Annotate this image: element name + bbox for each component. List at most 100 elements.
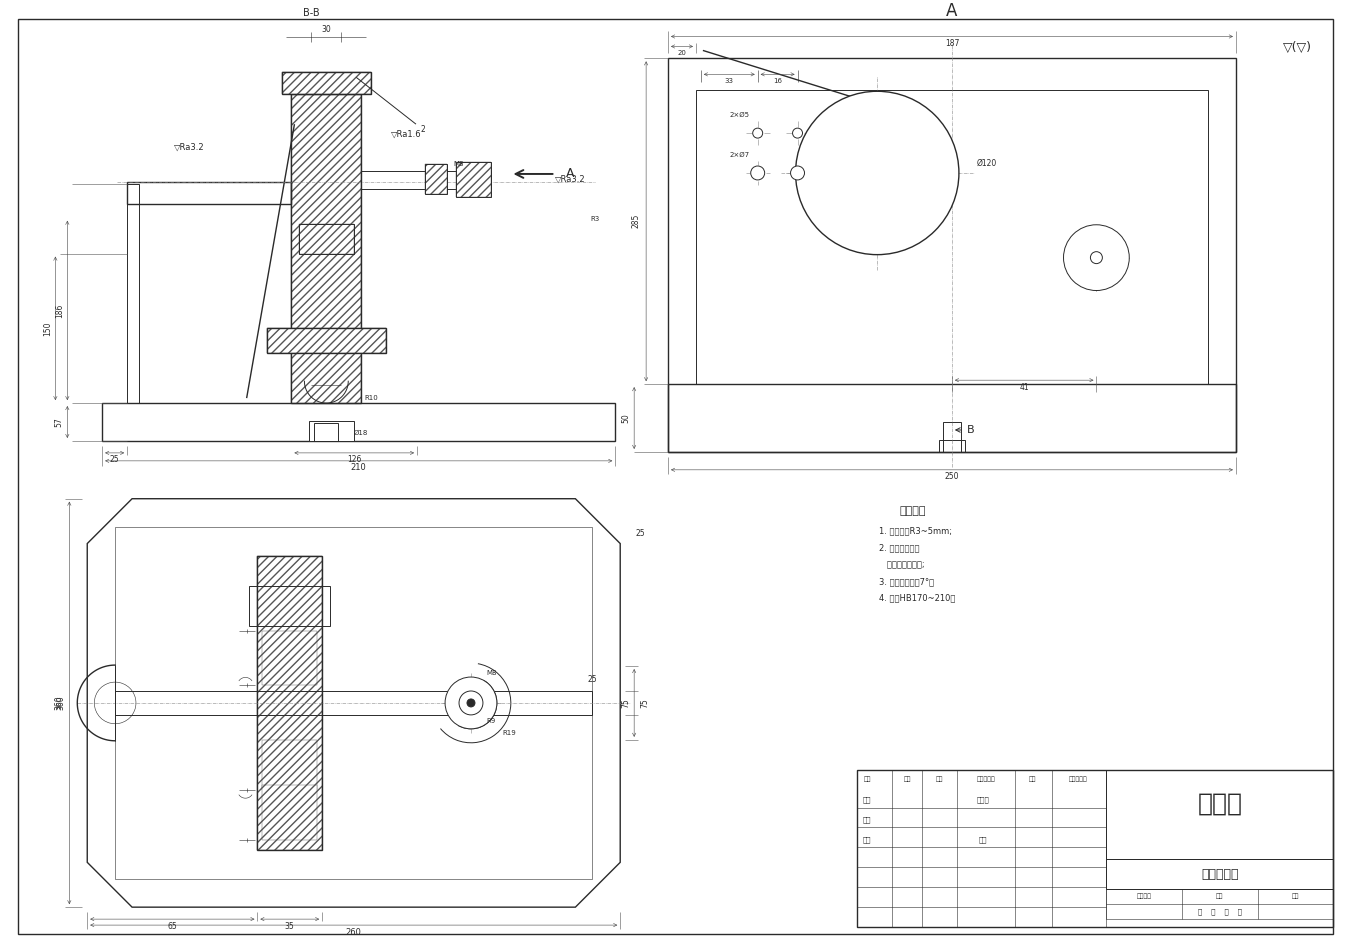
Text: 3. 铸造拔模斜度7°；: 3. 铸造拔模斜度7°； [880, 577, 935, 586]
Bar [262, 631, 317, 685]
Bar [281, 72, 372, 94]
Text: 25: 25 [635, 530, 644, 538]
Text: 处数: 处数 [904, 777, 911, 782]
Text: 285: 285 [632, 214, 640, 229]
Bar [309, 421, 354, 441]
Text: 比例: 比例 [1292, 894, 1300, 900]
Bar [292, 94, 361, 403]
Text: 年、月、日: 年、月、日 [1069, 777, 1088, 782]
Bar [127, 184, 139, 403]
Text: 150: 150 [43, 321, 51, 336]
Bar [939, 440, 965, 452]
Text: 共    张    第    张: 共 张 第 张 [1198, 908, 1242, 915]
Text: M8: M8 [454, 161, 465, 167]
Bar [258, 556, 322, 850]
Bar [1106, 860, 1333, 889]
Text: 360: 360 [57, 696, 66, 710]
Text: ▽Ra3.2: ▽Ra3.2 [555, 175, 586, 183]
Text: Ø18: Ø18 [354, 430, 369, 436]
Text: 75: 75 [621, 698, 631, 708]
Text: 126: 126 [347, 456, 362, 464]
Text: 50: 50 [621, 413, 631, 423]
Bar [696, 90, 1208, 384]
Text: 气孔等铸造缺陷;: 气孔等铸造缺陷; [880, 560, 925, 569]
Bar [103, 403, 615, 441]
Text: 25: 25 [588, 675, 597, 683]
Text: 4. 硬度HB170~210。: 4. 硬度HB170~210。 [880, 594, 955, 603]
Circle shape [751, 166, 765, 180]
Text: 技术要求: 技术要求 [900, 506, 925, 515]
Bar [115, 691, 592, 715]
Bar [292, 94, 361, 403]
Bar [258, 556, 322, 850]
Text: 41: 41 [1020, 382, 1029, 392]
Text: 审核: 审核 [863, 816, 871, 823]
Text: A: A [946, 2, 958, 20]
Bar [262, 740, 317, 790]
Text: B-B: B-B [303, 8, 320, 18]
Text: 187: 187 [944, 39, 959, 48]
Text: 批准: 批准 [978, 836, 988, 843]
Text: 签名: 签名 [1029, 777, 1036, 782]
Bar [1106, 770, 1333, 860]
Bar [266, 328, 386, 353]
Bar [115, 527, 592, 880]
Text: 186: 186 [55, 304, 63, 318]
Circle shape [753, 128, 763, 139]
Text: 工艺: 工艺 [863, 836, 871, 843]
Text: ▽(▽): ▽(▽) [1283, 41, 1312, 54]
Text: 20: 20 [678, 50, 686, 56]
Text: R3: R3 [590, 215, 600, 222]
Bar [455, 162, 490, 196]
Text: A: A [566, 167, 574, 180]
Text: 35: 35 [285, 921, 295, 931]
Bar [858, 770, 1333, 927]
Bar [281, 72, 372, 94]
Circle shape [793, 128, 802, 139]
Text: 33: 33 [724, 79, 734, 84]
Bar [667, 59, 1236, 452]
Text: 250: 250 [944, 473, 959, 481]
Text: R10: R10 [365, 395, 378, 401]
Text: 2×Ø7: 2×Ø7 [730, 152, 750, 158]
Text: 30: 30 [322, 25, 331, 34]
Text: 设计: 设计 [863, 796, 871, 803]
Text: 57: 57 [55, 418, 63, 427]
Text: 360: 360 [55, 696, 63, 710]
Text: 更改文件号: 更改文件号 [977, 777, 996, 782]
Text: 分区: 分区 [935, 777, 943, 782]
Circle shape [1090, 251, 1102, 264]
Circle shape [467, 699, 476, 707]
Text: 260: 260 [346, 927, 362, 937]
Bar [250, 586, 330, 625]
Text: 2. 铸件无夹渣，: 2. 铸件无夹渣， [880, 543, 920, 552]
Text: 210: 210 [351, 463, 366, 473]
Text: B: B [967, 425, 974, 435]
Bar [455, 162, 490, 196]
Text: 标准化: 标准化 [977, 796, 989, 803]
Bar [361, 171, 490, 189]
Text: R9: R9 [486, 717, 496, 724]
Text: ▽Ra3.2: ▽Ra3.2 [174, 142, 204, 152]
Bar [266, 328, 386, 353]
Circle shape [444, 677, 497, 729]
Text: 25: 25 [109, 456, 119, 464]
Text: 铣槽夹具图: 铣槽夹具图 [1201, 867, 1239, 881]
Text: 2: 2 [422, 124, 426, 134]
Text: ▽Ra1.6: ▽Ra1.6 [390, 130, 422, 139]
Text: 1. 未注圆角R3~5mm;: 1. 未注圆角R3~5mm; [880, 526, 952, 535]
Text: 标记: 标记 [863, 777, 871, 782]
Bar [299, 224, 354, 253]
Text: 16: 16 [773, 79, 782, 84]
Text: Ø120: Ø120 [977, 158, 997, 168]
Bar [1106, 889, 1333, 920]
Text: 2×Ø5: 2×Ø5 [730, 112, 750, 119]
Circle shape [1063, 225, 1129, 290]
Text: 65: 65 [168, 921, 177, 931]
Bar [262, 785, 317, 840]
Bar [299, 224, 354, 253]
Text: 阶段标记: 阶段标记 [1136, 894, 1151, 900]
Bar [127, 182, 292, 204]
Bar [943, 422, 961, 452]
Text: 重量: 重量 [1216, 894, 1224, 900]
